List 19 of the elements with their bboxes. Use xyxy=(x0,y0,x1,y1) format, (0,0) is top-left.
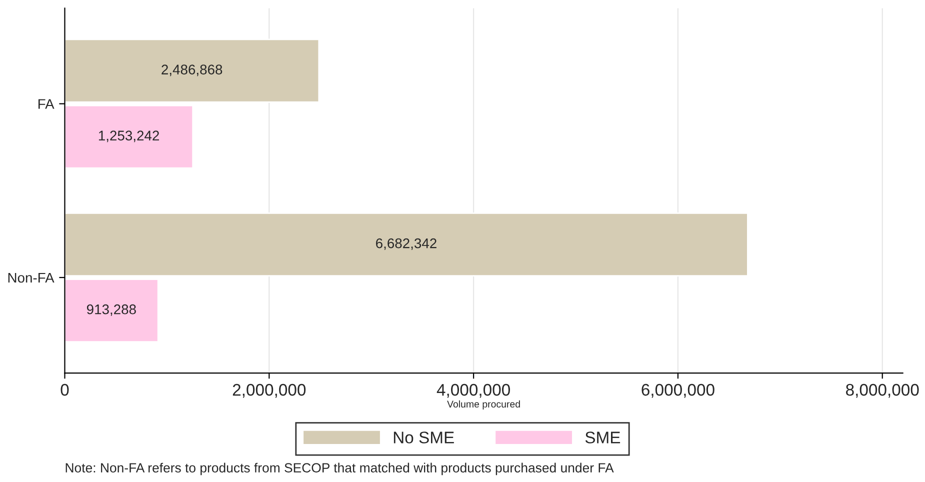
x-tick-label: 4,000,000 xyxy=(436,384,510,398)
x-tick-label: 0 xyxy=(60,384,69,396)
x-axis-title: Volume procured xyxy=(447,400,520,410)
bar xyxy=(64,278,159,342)
text: 1,253,242 xyxy=(98,130,159,142)
bar xyxy=(64,38,320,103)
y-tick-label: Non-FA xyxy=(8,272,54,283)
legend-label: No SME xyxy=(394,432,454,444)
text: 2,486,868 xyxy=(162,64,222,76)
text: 6,682,342 xyxy=(376,238,436,250)
x-tick-label: 8,000,000 xyxy=(846,384,919,398)
bar xyxy=(64,104,194,169)
x-tick-label: 6,000,000 xyxy=(642,384,714,398)
y-tick-label: FA xyxy=(38,99,54,109)
legend-label: SME xyxy=(585,432,620,444)
bar xyxy=(64,212,748,276)
x-tick-label: 2,000,000 xyxy=(232,384,306,398)
text: Note: Non-FA refers to products from SECOP that matched with products purchased under FA xyxy=(66,462,614,476)
text: 913,288 xyxy=(86,304,136,316)
